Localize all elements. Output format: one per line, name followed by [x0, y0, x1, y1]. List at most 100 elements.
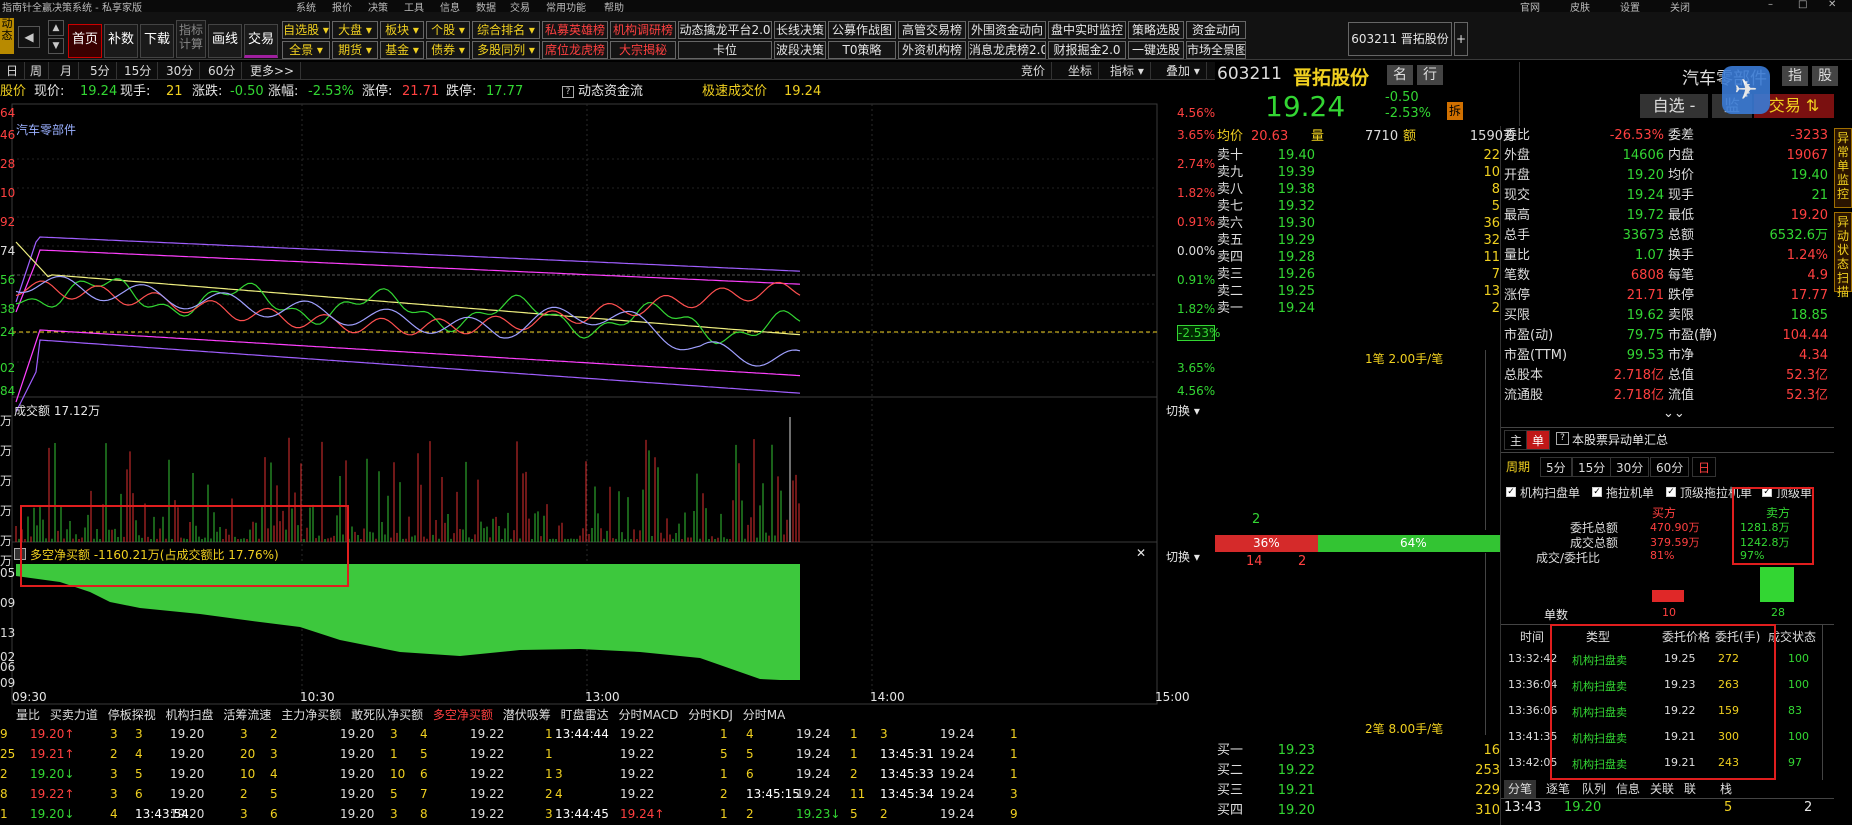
draw-line-button[interactable]: 画线 [208, 24, 242, 58]
abn-period-2[interactable]: 30分 [1610, 457, 1650, 477]
trade-button[interactable]: 交易 [244, 24, 278, 58]
period-day[interactable]: 日 [0, 62, 26, 80]
net-switch[interactable]: 切换 ▾ [1166, 550, 1200, 564]
bottom-tab-6[interactable]: 栈 [1720, 782, 1733, 796]
quick-btn-r2-7[interactable]: 卡位 [678, 41, 772, 59]
period-15min[interactable]: 15分 [118, 62, 159, 80]
volume-switch[interactable]: 切换 ▾ [1166, 404, 1200, 418]
bottom-tab-5[interactable]: 联 [1684, 782, 1697, 796]
quick-btn-r2-10[interactable]: 外资机构榜 [898, 41, 966, 59]
download-button[interactable]: 下载 [140, 24, 174, 58]
ind-tab-7[interactable]: 多空净买额 [432, 708, 493, 722]
bottom-tab-4[interactable]: 关联 [1650, 782, 1675, 796]
period-30min[interactable]: 30分 [160, 62, 201, 80]
quick-btn-r2-11[interactable]: 消息龙虎榜2.0 [968, 41, 1046, 59]
minimize-icon[interactable]: – [1768, 0, 1773, 10]
home-button[interactable]: 首页 [68, 24, 102, 58]
net-close-icon[interactable]: ✕ [1136, 546, 1147, 560]
quick-btn-r1-1[interactable]: 大盘 ▾ [332, 21, 378, 39]
quick-btn-r1-2[interactable]: 板块 ▾ [380, 21, 424, 39]
quick-btn-r1-6[interactable]: 机构调研榜 [610, 21, 676, 39]
stock-tab[interactable]: 603211 晋拓股份 [1348, 22, 1452, 56]
close-icon[interactable]: ✕ [1828, 0, 1837, 10]
tag-name[interactable]: 名 [1387, 65, 1413, 85]
add-tab-icon[interactable]: + [1454, 22, 1468, 56]
link-site[interactable]: 官网 [1520, 3, 1540, 12]
quick-btn-r1-4[interactable]: 综合排名 ▾ [472, 21, 540, 39]
menu-system[interactable]: 系统 [296, 3, 316, 12]
period-5min[interactable]: 5分 [84, 62, 117, 80]
overlay-menu[interactable]: 叠加 ▾ [1160, 62, 1207, 80]
menu-common[interactable]: 常用功能 [546, 3, 586, 12]
tag-index[interactable]: 指 [1782, 66, 1808, 86]
quick-btn-r2-14[interactable]: 市场全景图 [1186, 41, 1246, 59]
abn-checkbox-1[interactable]: ✓ [1592, 487, 1602, 497]
abn-tab-order[interactable]: 单 [1526, 430, 1551, 450]
ind-tab-12[interactable]: 分时MA [742, 708, 786, 722]
quick-btn-r1-10[interactable]: 高管交易榜 [898, 21, 966, 39]
menu-info[interactable]: 信息 [440, 3, 460, 12]
side-tag-abnormal[interactable]: 异常单监控 [1834, 128, 1852, 208]
quick-btn-r2-8[interactable]: 波段决策 [774, 41, 826, 59]
up-arrow-icon[interactable]: ▲ [48, 20, 64, 36]
tag-industry[interactable]: 行 [1417, 65, 1443, 85]
period-60min[interactable]: 60分 [202, 62, 243, 80]
quick-btn-r2-2[interactable]: 基金 ▾ [380, 41, 424, 59]
abn-checkbox-2[interactable]: ✓ [1666, 487, 1676, 497]
bottom-tab-3[interactable]: 信息 [1616, 782, 1641, 796]
ind-tab-5[interactable]: 主力净买额 [281, 708, 342, 722]
quick-btn-r2-4[interactable]: 多股同列 ▾ [472, 41, 540, 59]
ind-tab-8[interactable]: 潜伏吸筹 [502, 708, 551, 722]
ind-tab-10[interactable]: 分时MACD [618, 708, 679, 722]
quick-btn-r2-3[interactable]: 债券 ▾ [426, 41, 470, 59]
indicator-calc-button[interactable]: 指标计算 [176, 20, 206, 58]
bottom-tab-1[interactable]: 逐笔 [1546, 782, 1571, 796]
ind-tab-0[interactable]: 量比 [16, 708, 41, 722]
quick-btn-r1-13[interactable]: 策略选股 [1128, 21, 1184, 39]
menu-quote[interactable]: 报价 [332, 3, 352, 12]
abn-period-4[interactable]: 日 [1692, 457, 1717, 477]
auction-button[interactable]: 竞价 [1015, 62, 1053, 80]
menu-help[interactable]: 帮助 [604, 3, 624, 12]
quick-btn-r2-5[interactable]: 席位龙虎榜 [542, 41, 608, 59]
menu-decision[interactable]: 决策 [368, 3, 388, 12]
quick-btn-r1-12[interactable]: 盘中实时监控 [1048, 21, 1126, 39]
quick-btn-r1-0[interactable]: 自选股 ▾ [282, 21, 330, 39]
ind-tab-9[interactable]: 盯盘雷达 [560, 708, 609, 722]
ind-tab-2[interactable]: 停板探视 [107, 708, 156, 722]
ind-tab-6[interactable]: 敢死队净买额 [351, 708, 424, 722]
help-icon[interactable]: ? [562, 86, 574, 98]
maximize-icon[interactable]: □ [1798, 0, 1808, 10]
link-skin[interactable]: 皮肤 [1570, 3, 1590, 12]
ask-scrollbar[interactable] [1485, 350, 1497, 530]
menu-data[interactable]: 数据 [476, 3, 496, 12]
back-arrow-icon[interactable]: ◀ [18, 26, 40, 48]
fill-data-button[interactable]: 补数 [104, 24, 138, 58]
indicator-menu[interactable]: 指标 ▾ [1104, 62, 1151, 80]
bottom-tab-2[interactable]: 队列 [1582, 782, 1607, 796]
link-settings[interactable]: 设置 [1620, 3, 1640, 12]
quick-btn-r1-7[interactable]: 动态擒龙平台2.0 [678, 21, 772, 39]
menu-tools[interactable]: 工具 [404, 3, 424, 12]
fund-flow-link[interactable]: 动态资金流 [578, 84, 644, 99]
quick-btn-r2-9[interactable]: T0策略 [828, 41, 896, 59]
ex-right-badge[interactable]: 拆 [1447, 102, 1463, 120]
watchlist-button[interactable]: 自选 - [1640, 94, 1708, 118]
ind-tab-11[interactable]: 分时KDJ [688, 708, 733, 722]
period-month[interactable]: 月 [54, 62, 80, 80]
link-close[interactable]: 关闭 [1670, 3, 1690, 12]
quick-btn-r1-5[interactable]: 私募英雄榜 [542, 21, 608, 39]
menu-trade[interactable]: 交易 [510, 3, 530, 12]
quick-btn-r1-3[interactable]: 个股 ▾ [426, 21, 470, 39]
quick-btn-r1-11[interactable]: 外围资金动向 [968, 21, 1046, 39]
tag-stock[interactable]: 股 [1812, 66, 1838, 86]
coord-button[interactable]: 坐标 [1062, 62, 1100, 80]
intraday-chart[interactable] [0, 102, 1215, 706]
quick-btn-r2-6[interactable]: 大宗揭秘 [610, 41, 676, 59]
down-arrow-icon[interactable]: ▼ [48, 38, 64, 54]
quick-btn-r2-1[interactable]: 期货 ▾ [332, 41, 378, 59]
quick-btn-r1-8[interactable]: 长线决策 [774, 21, 826, 39]
abn-period-0[interactable]: 5分 [1540, 457, 1572, 477]
abn-period-3[interactable]: 60分 [1650, 457, 1690, 477]
side-tag-scan[interactable]: 异动状态扫描 [1834, 212, 1852, 299]
